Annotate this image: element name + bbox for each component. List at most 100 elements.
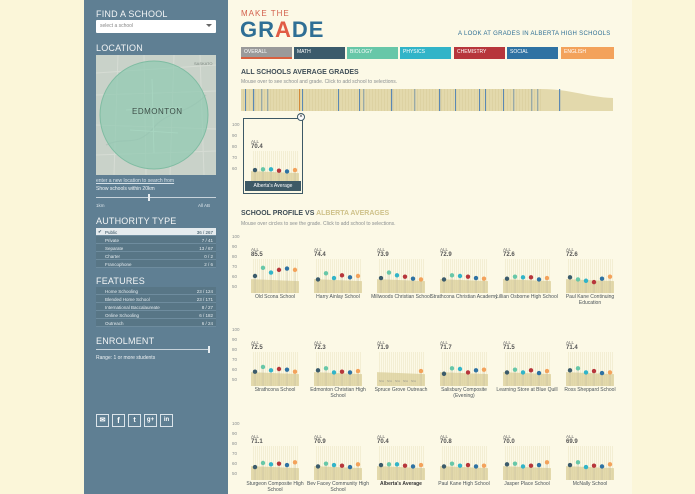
authority-item-private[interactable]: Private 7 / 41 <box>96 236 216 244</box>
school-select[interactable]: select a school <box>96 20 216 33</box>
subject-grade-dot[interactable] <box>575 277 581 282</box>
subject-grade-dot[interactable] <box>323 271 329 276</box>
distance-slider-handle[interactable] <box>148 194 150 201</box>
subject-grade-dot[interactable] <box>473 368 479 373</box>
subject-grade-dot[interactable] <box>268 462 274 467</box>
subject-grade-dot[interactable] <box>276 366 282 372</box>
subject-grade-dot[interactable] <box>331 462 337 468</box>
subject-grade-dot[interactable] <box>394 273 400 278</box>
subject-grade-dot[interactable] <box>339 273 345 278</box>
subject-grade-dot[interactable] <box>512 461 518 466</box>
enrolment-slider-handle[interactable] <box>208 346 210 353</box>
subject-grade-dot[interactable] <box>441 277 447 282</box>
subject-grade-dot[interactable] <box>284 367 290 372</box>
subject-grade-dot[interactable] <box>347 370 353 375</box>
subject-grade-dot[interactable] <box>481 463 487 468</box>
tab-physics[interactable]: PHYSICS <box>400 47 451 59</box>
subject-grade-dot[interactable] <box>567 462 573 468</box>
subject-grade-dot[interactable] <box>607 462 613 467</box>
subject-grade-dot[interactable] <box>284 169 290 174</box>
subject-grade-dot[interactable] <box>528 275 534 280</box>
feature-item-outreach[interactable]: Outreach 6 / 24 <box>96 319 216 327</box>
subject-grade-dot[interactable] <box>260 167 266 172</box>
subject-grade-dot[interactable] <box>457 366 463 372</box>
subject-grade-dot[interactable] <box>410 276 416 281</box>
distance-slider-track[interactable] <box>96 197 216 198</box>
subject-grade-dot[interactable] <box>418 277 424 282</box>
facebook-icon[interactable]: f <box>112 414 125 427</box>
tab-overall[interactable]: OVERALL <box>241 47 292 59</box>
subject-grade-dot[interactable] <box>591 368 597 374</box>
subject-grade-dot[interactable] <box>323 461 329 466</box>
subject-grade-dot[interactable] <box>504 276 510 281</box>
subject-grade-dot[interactable] <box>355 368 361 374</box>
linkedin-icon[interactable]: in <box>160 414 173 427</box>
subject-grade-dot[interactable] <box>591 463 597 468</box>
all-schools-distribution-chart[interactable] <box>241 87 613 113</box>
subject-grade-dot[interactable] <box>449 461 455 466</box>
tab-math[interactable]: MATH <box>294 47 345 59</box>
subject-grade-dot[interactable] <box>567 368 573 373</box>
feature-item-blended-home-school[interactable]: Blended Home School 23 / 171 <box>96 295 216 303</box>
subject-grade-dot[interactable] <box>599 464 605 469</box>
subject-grade-dot[interactable] <box>528 463 534 468</box>
subject-grade-dot[interactable] <box>473 464 479 469</box>
subject-grade-dot[interactable] <box>347 464 353 470</box>
subject-grade-dot[interactable] <box>252 167 258 173</box>
subject-grade-dot[interactable] <box>465 370 471 375</box>
subject-grade-dot[interactable] <box>544 368 550 374</box>
subject-grade-dot[interactable] <box>607 274 613 279</box>
school-name[interactable]: Sturgeon Composite High School <box>246 481 304 494</box>
google-plus-icon[interactable]: g+ <box>144 414 157 427</box>
subject-grade-dot[interactable] <box>465 462 471 468</box>
school-name[interactable]: Millwoods Christian School <box>371 294 431 300</box>
subject-grade-dot[interactable] <box>355 273 361 279</box>
subject-grade-dot[interactable] <box>402 463 408 468</box>
subject-grade-dot[interactable] <box>418 368 424 374</box>
subject-grade-dot[interactable] <box>536 277 542 282</box>
subject-grade-dot[interactable] <box>567 275 573 280</box>
school-name[interactable]: Jasper Place School <box>504 481 550 487</box>
subject-grade-dot[interactable] <box>536 462 542 468</box>
school-name[interactable]: Alberta's Average <box>380 481 422 487</box>
subject-grade-dot[interactable] <box>284 462 290 468</box>
subject-grade-dot[interactable] <box>315 277 321 282</box>
tab-social[interactable]: SOCIAL <box>507 47 558 59</box>
subject-grade-dot[interactable] <box>575 366 581 371</box>
feature-item-online-schooling[interactable]: Online Schooling 6 / 182 <box>96 311 216 319</box>
close-icon[interactable]: × <box>297 113 305 121</box>
subject-grade-dot[interactable] <box>355 462 361 467</box>
subject-grade-dot[interactable] <box>544 275 550 281</box>
subject-grade-dot[interactable] <box>386 462 392 467</box>
subject-grade-dot[interactable] <box>520 370 526 375</box>
subject-grade-dot[interactable] <box>268 167 274 172</box>
subject-grade-dot[interactable] <box>347 275 353 280</box>
subject-grade-dot[interactable] <box>402 274 408 279</box>
subject-grade-dot[interactable] <box>260 364 266 370</box>
subject-grade-dot[interactable] <box>292 267 298 273</box>
subject-grade-dot[interactable] <box>512 274 518 279</box>
subject-grade-dot[interactable] <box>252 464 258 470</box>
subject-grade-dot[interactable] <box>268 368 274 373</box>
subject-grade-dot[interactable] <box>292 369 298 374</box>
subject-grade-dot[interactable] <box>457 463 463 468</box>
school-name[interactable]: Lillian Osborne High School <box>496 294 558 300</box>
subject-grade-dot[interactable] <box>268 270 274 275</box>
subject-grade-dot[interactable] <box>315 368 321 373</box>
subject-grade-dot[interactable] <box>528 368 534 373</box>
subject-grade-dot[interactable] <box>520 275 526 280</box>
school-name[interactable]: Strathcona School <box>254 387 296 393</box>
school-name[interactable]: Paul Kane Continuing Education <box>565 294 615 307</box>
subject-grade-dot[interactable] <box>323 366 329 371</box>
subject-grade-dot[interactable] <box>512 367 518 372</box>
school-name[interactable]: Bev Facey Community High School <box>307 481 369 494</box>
authority-item-charter[interactable]: Charter 0 / 2 <box>96 252 216 260</box>
feature-item-home-schooling[interactable]: Home Schooling 23 / 124 <box>96 287 216 295</box>
subject-grade-dot[interactable] <box>386 270 392 275</box>
subject-grade-dot[interactable] <box>481 367 487 372</box>
subject-grade-dot[interactable] <box>591 279 597 285</box>
subject-grade-dot[interactable] <box>583 370 589 375</box>
twitter-icon[interactable]: t <box>128 414 141 427</box>
subject-grade-dot[interactable] <box>544 460 550 465</box>
subject-grade-dot[interactable] <box>331 275 337 281</box>
